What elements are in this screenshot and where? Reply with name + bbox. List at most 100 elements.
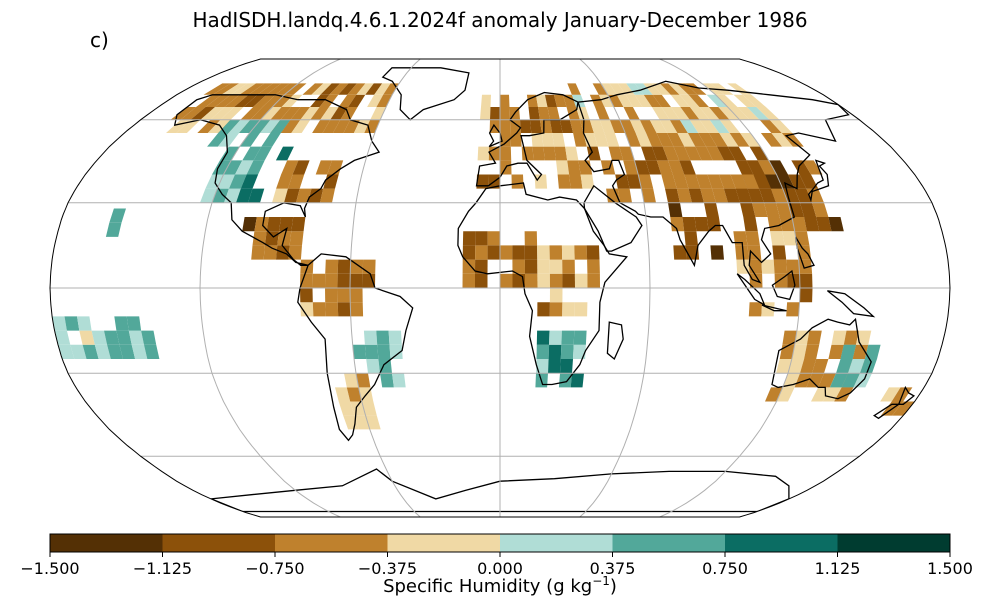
anomaly-cell [538,107,550,120]
anomaly-cell [760,133,783,147]
anomaly-cell [607,94,624,107]
anomaly-cell [880,387,901,402]
anomaly-cell [828,217,844,232]
anomaly-cell [281,160,299,175]
anomaly-cell [242,146,262,161]
anomaly-cell [224,94,249,107]
anomaly-cell [730,174,748,189]
anomaly-cell [234,94,258,107]
anomaly-cell [462,231,476,246]
anomaly-cell [836,359,853,374]
anomaly-cell [548,359,561,374]
anomaly-cell [335,387,351,402]
colorbar-segment [50,534,163,552]
colorbar-segments [50,534,951,552]
anomaly-cell [818,373,836,388]
anomaly-cell [270,119,291,133]
anomaly-cell [296,188,312,203]
anomaly-cell [710,245,724,260]
anomaly-cell [350,273,363,288]
anomaly-cell [843,330,859,345]
anomaly-cell [176,119,201,133]
anomaly-cell [526,94,538,107]
colorbar-label: Specific Humidity (g kg−1) [0,574,1000,597]
anomaly-cell [389,344,403,359]
anomaly-cell [558,373,572,388]
anomaly-cell [742,94,766,107]
anomaly-cell [580,174,595,189]
anomaly-cell [662,146,680,161]
anomaly-cell [131,344,148,359]
anomaly-cell [239,83,265,95]
anomaly-cell [376,330,390,345]
anomaly-cell [689,107,710,120]
anomaly-cell [759,188,776,203]
gridlines [50,58,950,518]
meridian-line [579,58,651,518]
anomaly-cell [772,245,787,260]
coastline [897,385,916,405]
anomaly-cell [490,107,500,120]
anomaly-cell [816,217,832,232]
anomaly-cell [312,302,326,317]
anomaly-cell [768,160,788,175]
anomaly-cell [656,133,674,147]
anomaly-cell [126,316,142,331]
anomaly-cell [308,188,324,203]
anomaly-cell [350,259,364,274]
anomaly-cell [710,83,734,95]
anomaly-cell [511,174,524,189]
anomaly-cell [616,94,633,107]
anomaly-cell [529,119,542,133]
anomaly-cell [709,119,730,133]
anomaly-cell [325,259,339,274]
anomaly-cell [376,94,393,107]
anomaly-cell [639,119,657,133]
anomaly-cell [547,107,560,120]
anomaly-cell [773,259,788,274]
anomaly-cell [812,202,829,217]
anomaly-cell [745,231,760,246]
anomaly-cell [330,107,349,120]
anomaly-cell [537,273,550,288]
anomaly-cell [337,273,351,288]
anomaly-cell [54,330,71,345]
anomaly-cell [748,302,763,317]
anomaly-cell [207,133,229,147]
anomaly-cell [625,94,643,107]
anomaly-cell [672,174,689,189]
anomaly-cell [759,119,782,133]
anomaly-cell [682,217,697,232]
anomaly-cell [552,133,566,147]
anomaly-cell [549,259,563,274]
anomaly-cell [688,188,704,203]
anomaly-cell [240,107,263,120]
anomaly-cell [325,288,338,303]
coastline [761,304,787,312]
anomaly-cell [735,160,754,175]
anomaly-cell [719,133,739,147]
anomaly-cell [586,245,600,260]
anomaly-cell [743,217,758,232]
anomaly-cell [848,359,865,374]
coastline [872,403,901,420]
anomaly-cell [275,146,294,161]
anomaly-cell [670,217,685,232]
anomaly-cell [829,373,848,388]
anomaly-cell [679,94,700,107]
anomaly-cell [583,133,598,147]
anomaly-cell [733,231,748,246]
anomaly-cell [794,188,812,203]
anomaly-cell [248,188,265,203]
anomaly-cell [651,83,671,95]
anomaly-cell [259,119,281,133]
anomaly-cell [280,107,301,120]
anomaly-cell [217,174,235,189]
anomaly-cell [806,330,822,345]
anomaly-cell [525,273,538,288]
anomaly-cell [669,119,688,133]
anomaly-cells [52,83,915,430]
anomaly-cell [361,401,377,416]
anomaly-cell [220,107,244,120]
anomaly-cell [684,146,702,161]
